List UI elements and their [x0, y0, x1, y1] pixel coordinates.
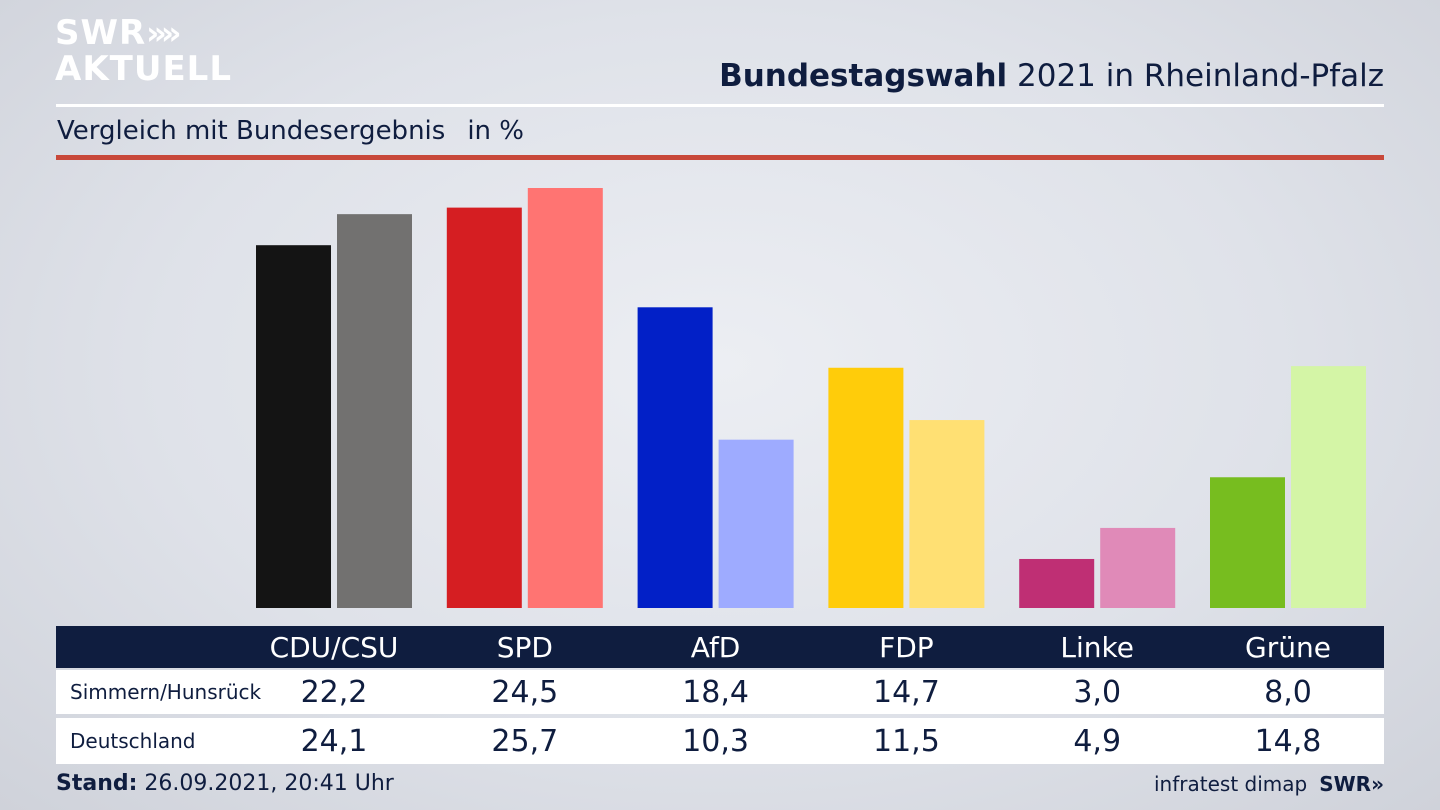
bar-spd-simmern: [446, 207, 522, 608]
column-header-gr-ne: Grüne: [1245, 630, 1331, 664]
row-label-simmern: Simmern/Hunsrück: [70, 680, 262, 704]
title-bold: Bundestagswahl: [719, 58, 1008, 94]
bar-afd-simmern: [637, 307, 713, 608]
bar-afd-deutschland: [718, 439, 794, 608]
value-fdp-simmern: 14,7: [872, 674, 940, 710]
logo-aktuell-text: AKTUELL: [55, 49, 233, 89]
value-gr-ne-deutschland: 14,8: [1254, 723, 1322, 759]
results-table: CDU/CSU SPD AfD FDP Linke Grüne Simmern/Hunsr…: [56, 626, 1384, 764]
value-spd-simmern: 24,5: [491, 674, 559, 710]
column-header-linke: Linke: [1060, 630, 1134, 664]
column-header-fdp: FDP: [879, 630, 934, 664]
subtitle-divider: [56, 155, 1384, 160]
value-afd-deutschland: 10,3: [682, 723, 749, 759]
source-credit: infratest dimap SWR»: [1154, 772, 1384, 796]
bar-cdu-csu-simmern: [256, 245, 331, 609]
value-afd-simmern: 18,4: [682, 674, 749, 710]
unit-label: in %: [467, 116, 524, 146]
value-gr-ne-simmern: 8,0: [1264, 674, 1312, 710]
bar-fdp-deutschland: [909, 420, 985, 608]
logo-swr-text: SWR: [55, 13, 147, 53]
column-header-spd: SPD: [496, 630, 553, 664]
bar-fdp-simmern: [828, 367, 904, 608]
bar-linke-simmern: [1019, 558, 1095, 608]
bar-spd-deutschland: [527, 188, 603, 608]
bar-gr-ne-deutschland: [1291, 366, 1366, 608]
value-spd-deutschland: 25,7: [491, 723, 559, 759]
chart-subtitle: Vergleich mit Bundesergebnis in %: [57, 116, 524, 146]
table-header-row: CDU/CSU SPD AfD FDP Linke Grüne: [56, 626, 1384, 668]
bar-gr-ne-simmern: [1210, 477, 1285, 608]
chart-title: Bundestagswahl 2021 in Rheinland-Pfalz: [719, 58, 1384, 94]
value-fdp-deutschland: 11,5: [872, 723, 940, 759]
stand-label: Stand:: [56, 771, 138, 796]
bar-cdu-csu-deutschland: [337, 214, 412, 608]
bar-linke-deutschland: [1100, 527, 1176, 608]
table-row-deutschland: Deutschland 24,1 25,7 10,3 11,5 4,9 14,8: [56, 718, 1384, 764]
stand-value: 26.09.2021, 20:41 Uhr: [137, 771, 394, 796]
subtitle-text: Vergleich mit Bundesergebnis: [57, 116, 446, 146]
value-linke-simmern: 3,0: [1073, 674, 1122, 710]
swr-brand-logo: SWR»: [1319, 772, 1384, 796]
value-linke-deutschland: 4,9: [1073, 723, 1122, 759]
value-cdu-csu-deutschland: 24,1: [300, 723, 368, 759]
source-label: infratest dimap: [1154, 772, 1308, 796]
row-label-deutschland: Deutschland: [70, 729, 196, 753]
column-header-cdu-csu: CDU/CSU: [269, 630, 399, 664]
table-row-simmern: Simmern/Hunsrück 22,2 24,5 18,4 14,7 3,0 8,0: [56, 670, 1384, 714]
title-rest: 2021 in Rheinland-Pfalz: [1007, 58, 1384, 94]
column-header-afd: AfD: [690, 630, 741, 664]
value-cdu-csu-simmern: 22,2: [300, 674, 368, 710]
swr-aktuell-logo: SWR»» AKTUELL: [55, 16, 232, 86]
timestamp: Stand: 26.09.2021, 20:41 Uhr: [56, 771, 394, 796]
title-divider: [56, 104, 1384, 107]
